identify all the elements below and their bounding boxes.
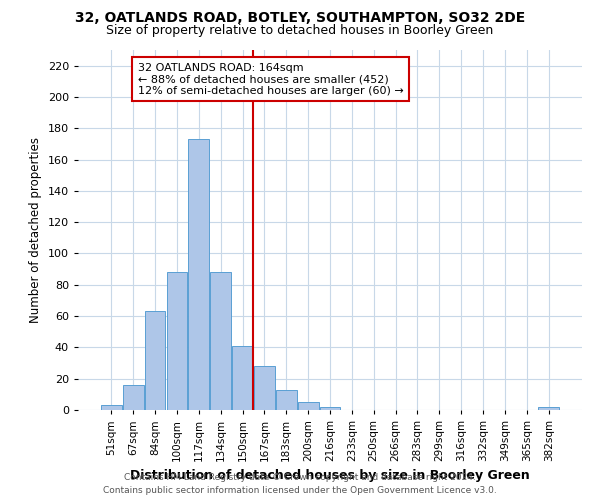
Bar (538, 407, 559, 410)
Bar (188, 139, 209, 410)
Y-axis label: Number of detached properties: Number of detached properties (29, 137, 42, 323)
Bar (210, 272, 231, 410)
Text: Contains HM Land Registry data © Crown copyright and database right 2024.: Contains HM Land Registry data © Crown c… (124, 472, 476, 482)
Text: Size of property relative to detached houses in Boorley Green: Size of property relative to detached ho… (106, 24, 494, 37)
Bar (276, 390, 296, 410)
Text: Contains public sector information licensed under the Open Government Licence v3: Contains public sector information licen… (103, 486, 497, 495)
X-axis label: Distribution of detached houses by size in Boorley Green: Distribution of detached houses by size … (130, 470, 530, 482)
Bar (123, 385, 143, 410)
Text: 32 OATLANDS ROAD: 164sqm
← 88% of detached houses are smaller (452)
12% of semi-: 32 OATLANDS ROAD: 164sqm ← 88% of detach… (137, 62, 403, 96)
Bar (101, 406, 122, 410)
Bar (167, 272, 187, 410)
Bar (254, 366, 275, 410)
Text: 32, OATLANDS ROAD, BOTLEY, SOUTHAMPTON, SO32 2DE: 32, OATLANDS ROAD, BOTLEY, SOUTHAMPTON, … (75, 11, 525, 25)
Bar (320, 407, 340, 410)
Bar (232, 346, 253, 410)
Bar (298, 402, 319, 410)
Bar (145, 312, 166, 410)
